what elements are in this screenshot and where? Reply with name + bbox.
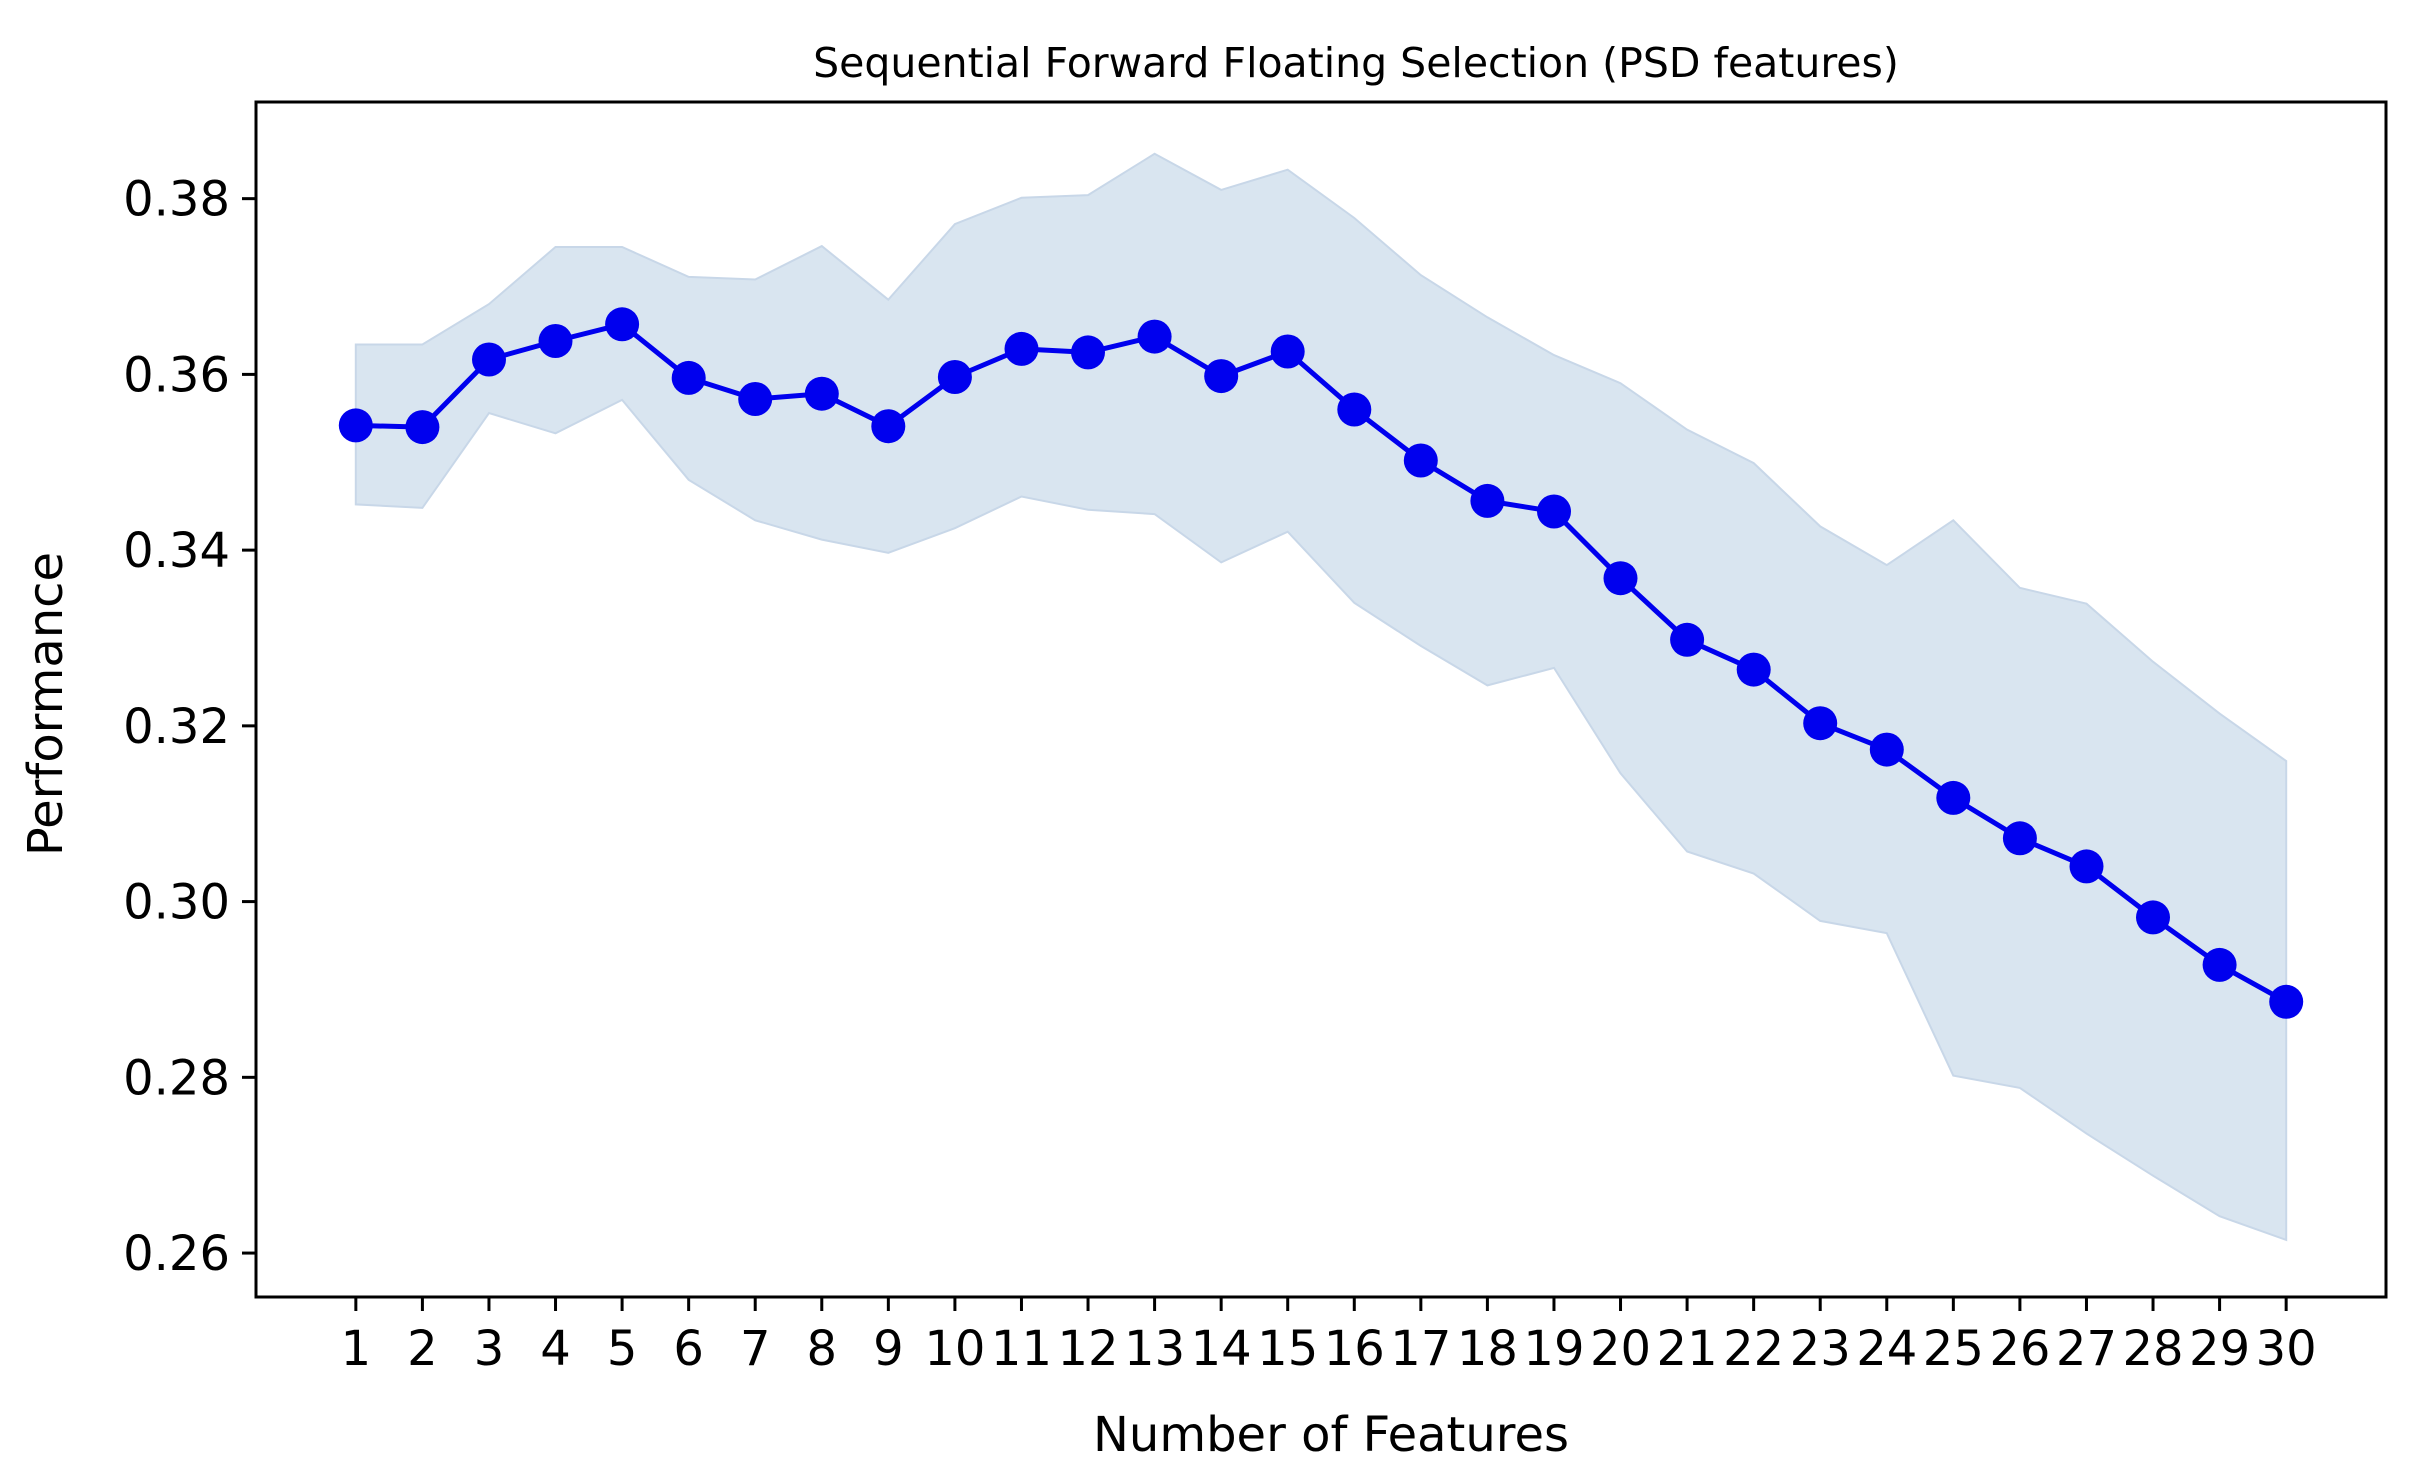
data-point	[1603, 561, 1638, 596]
x-tick-label: 18	[1457, 1321, 1518, 1377]
data-point	[1204, 359, 1239, 394]
data-point	[1537, 494, 1571, 529]
data-point	[1736, 652, 1771, 687]
x-tick-label: 30	[2256, 1321, 2317, 1377]
x-tick-label: 17	[1390, 1321, 1451, 1377]
x-tick-label: 29	[2189, 1321, 2250, 1377]
data-point	[1270, 334, 1305, 369]
x-tick-label: 14	[1191, 1321, 1252, 1377]
x-tick-label: 4	[540, 1321, 571, 1377]
data-point	[2069, 849, 2104, 884]
x-tick-label: 13	[1124, 1321, 1185, 1377]
y-tick-label: 0.34	[123, 523, 230, 579]
x-tick-label: 6	[673, 1321, 704, 1377]
x-tick-label: 23	[1790, 1321, 1851, 1377]
x-tick-label: 1	[341, 1321, 372, 1377]
x-tick-label: 25	[1923, 1321, 1984, 1377]
x-tick-label: 24	[1856, 1321, 1917, 1377]
data-point	[671, 360, 706, 395]
data-point	[1004, 331, 1039, 366]
x-tick-label: 28	[2122, 1321, 2183, 1377]
data-point	[405, 410, 440, 445]
data-point	[472, 342, 506, 377]
x-tick-label: 27	[2056, 1321, 2117, 1377]
data-point	[2269, 984, 2304, 1019]
data-point	[1670, 622, 1705, 657]
series-marker-layer	[338, 307, 2304, 1019]
y-tick-label: 0.30	[123, 875, 230, 931]
y-tick-label: 0.28	[123, 1050, 230, 1106]
x-tick-label: 8	[807, 1321, 838, 1377]
y-tick-label: 0.32	[123, 699, 230, 755]
x-tick-label: 2	[407, 1321, 438, 1377]
y-tick-label: 0.26	[123, 1226, 230, 1282]
data-point	[2202, 947, 2237, 982]
x-tick-label: 7	[740, 1321, 771, 1377]
data-point	[1337, 392, 1372, 427]
data-point	[1936, 780, 1971, 815]
data-point	[538, 324, 573, 358]
x-tick-label: 3	[474, 1321, 505, 1377]
x-tick-label: 12	[1057, 1321, 1118, 1377]
x-tick-label: 16	[1324, 1321, 1385, 1377]
y-tick-label: 0.36	[123, 347, 230, 403]
x-axis-label: Number of Features	[1093, 1407, 1569, 1463]
data-point	[2002, 821, 2037, 856]
data-point	[2136, 900, 2170, 935]
y-axis-label: Performance	[18, 552, 74, 856]
x-tick-label: 19	[1523, 1321, 1584, 1377]
x-tick-label: 21	[1657, 1321, 1718, 1377]
plot-frame	[254, 100, 2388, 1299]
data-point	[1071, 335, 1105, 370]
x-tick-label: 15	[1257, 1321, 1318, 1377]
data-point	[338, 408, 373, 443]
data-point	[1137, 319, 1172, 354]
x-tick-label: 22	[1723, 1321, 1784, 1377]
confidence-band	[354, 152, 2288, 1242]
x-axis: 1 2 3 4 5 6 7 8 9 10 11 12 13 14 15 16 17 18 19 20 21 22 23 24 2…	[341, 1297, 2317, 1377]
chart-title: Sequential Forward Floating Selection (P…	[813, 39, 1899, 87]
data-point	[804, 376, 839, 411]
x-tick-label: 11	[991, 1321, 1052, 1377]
data-point	[738, 382, 773, 416]
data-point	[1470, 483, 1505, 518]
x-tick-label: 20	[1590, 1321, 1651, 1377]
y-tick-label: 0.38	[123, 172, 230, 228]
y-axis: 0.26 0.28 0.30 0.32 0.34 0.36 0.38	[123, 172, 256, 1282]
data-point	[1803, 706, 1838, 741]
data-point	[871, 409, 906, 444]
x-tick-label: 9	[873, 1321, 904, 1377]
data-point	[1869, 732, 1904, 767]
x-tick-label: 10	[924, 1321, 985, 1377]
x-tick-label: 5	[607, 1321, 638, 1377]
data-point	[605, 307, 640, 342]
data-point	[1403, 443, 1438, 478]
data-point	[937, 360, 972, 394]
x-tick-label: 26	[1989, 1321, 2050, 1377]
confidence-band-layer	[354, 152, 2288, 1242]
